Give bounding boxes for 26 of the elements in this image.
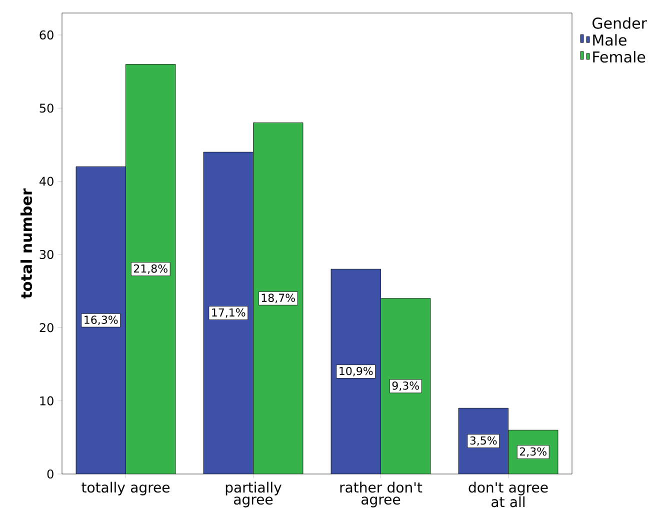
- annotation: 18,7%: [262, 294, 295, 304]
- bar: [126, 64, 176, 474]
- x-tick-label: rather don't agree: [340, 482, 422, 508]
- annotation: 9,3%: [392, 381, 419, 391]
- legend-title: Gender: [592, 17, 647, 29]
- annotation: 21,8%: [134, 264, 168, 274]
- x-tick-label: partially agree: [226, 482, 282, 508]
- y-tick-label: 0: [47, 469, 54, 479]
- y-tick-label: 60: [40, 30, 54, 40]
- y-tick-label: 10: [40, 396, 54, 406]
- x-tick-label: don't agree at all: [468, 482, 548, 508]
- x-tick-label: totally agree: [82, 482, 170, 496]
- legend-label: Female: [593, 51, 646, 63]
- y-axis-title: total number: [20, 188, 32, 299]
- annotation: 17,1%: [212, 308, 246, 318]
- bar: [380, 298, 431, 474]
- annotation: 10,9%: [340, 366, 373, 376]
- annotation: 2,3%: [520, 447, 546, 457]
- legend-label: Male: [593, 34, 626, 46]
- y-tick-label: 30: [40, 250, 54, 260]
- bar: [253, 122, 304, 474]
- annotation: 3,5%: [470, 436, 497, 446]
- y-tick-label: 40: [40, 176, 54, 186]
- y-tick-label: 20: [40, 323, 54, 332]
- y-tick-label: 50: [40, 104, 54, 113]
- annotation: 16,3%: [84, 316, 118, 326]
